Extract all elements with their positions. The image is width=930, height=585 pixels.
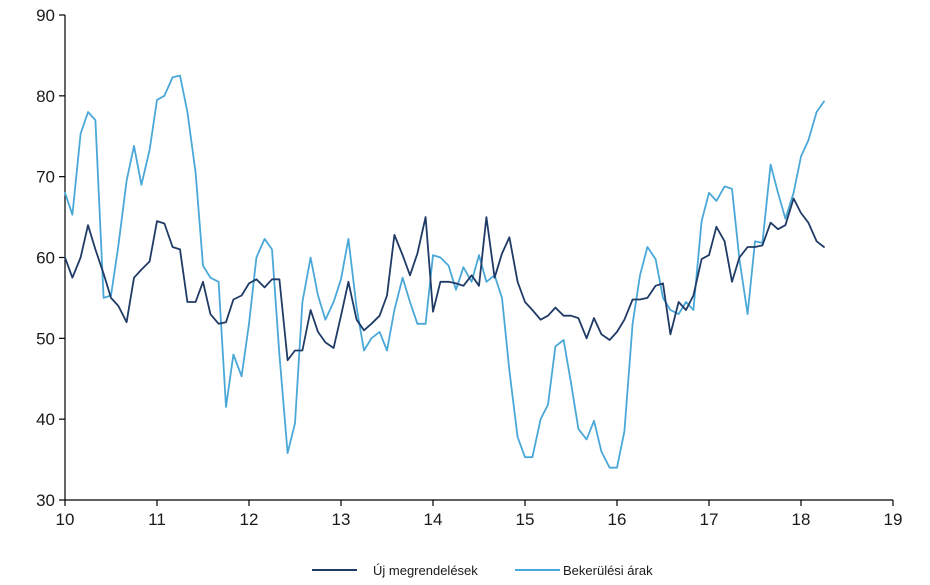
x-tick-label: 13 (332, 510, 351, 529)
series-line-uj-megrendelesek (64, 197, 825, 362)
x-tick-label: 15 (516, 510, 535, 529)
y-tick-label: 90 (36, 6, 55, 25)
x-tick-label: 18 (792, 510, 811, 529)
x-tick-label: 11 (148, 510, 166, 529)
y-tick-label: 80 (36, 87, 55, 106)
x-tick-label: 16 (608, 510, 627, 529)
x-tick-label: 19 (884, 510, 903, 529)
y-tick-label: 60 (36, 249, 55, 268)
y-tick-label: 70 (36, 168, 55, 187)
x-tick-label: 10 (56, 510, 75, 529)
y-tick-label: 50 (36, 329, 55, 348)
x-tick-label: 14 (424, 510, 443, 529)
y-tick-label: 30 (36, 491, 55, 510)
series-line-bekerulesi-arak (64, 74, 825, 469)
x-tick-label: 17 (700, 510, 719, 529)
legend-label: Új megrendelések (373, 563, 478, 578)
legend-label: Bekerülési árak (563, 563, 653, 578)
x-tick-label: 12 (240, 510, 259, 529)
y-tick-label: 40 (36, 410, 55, 429)
